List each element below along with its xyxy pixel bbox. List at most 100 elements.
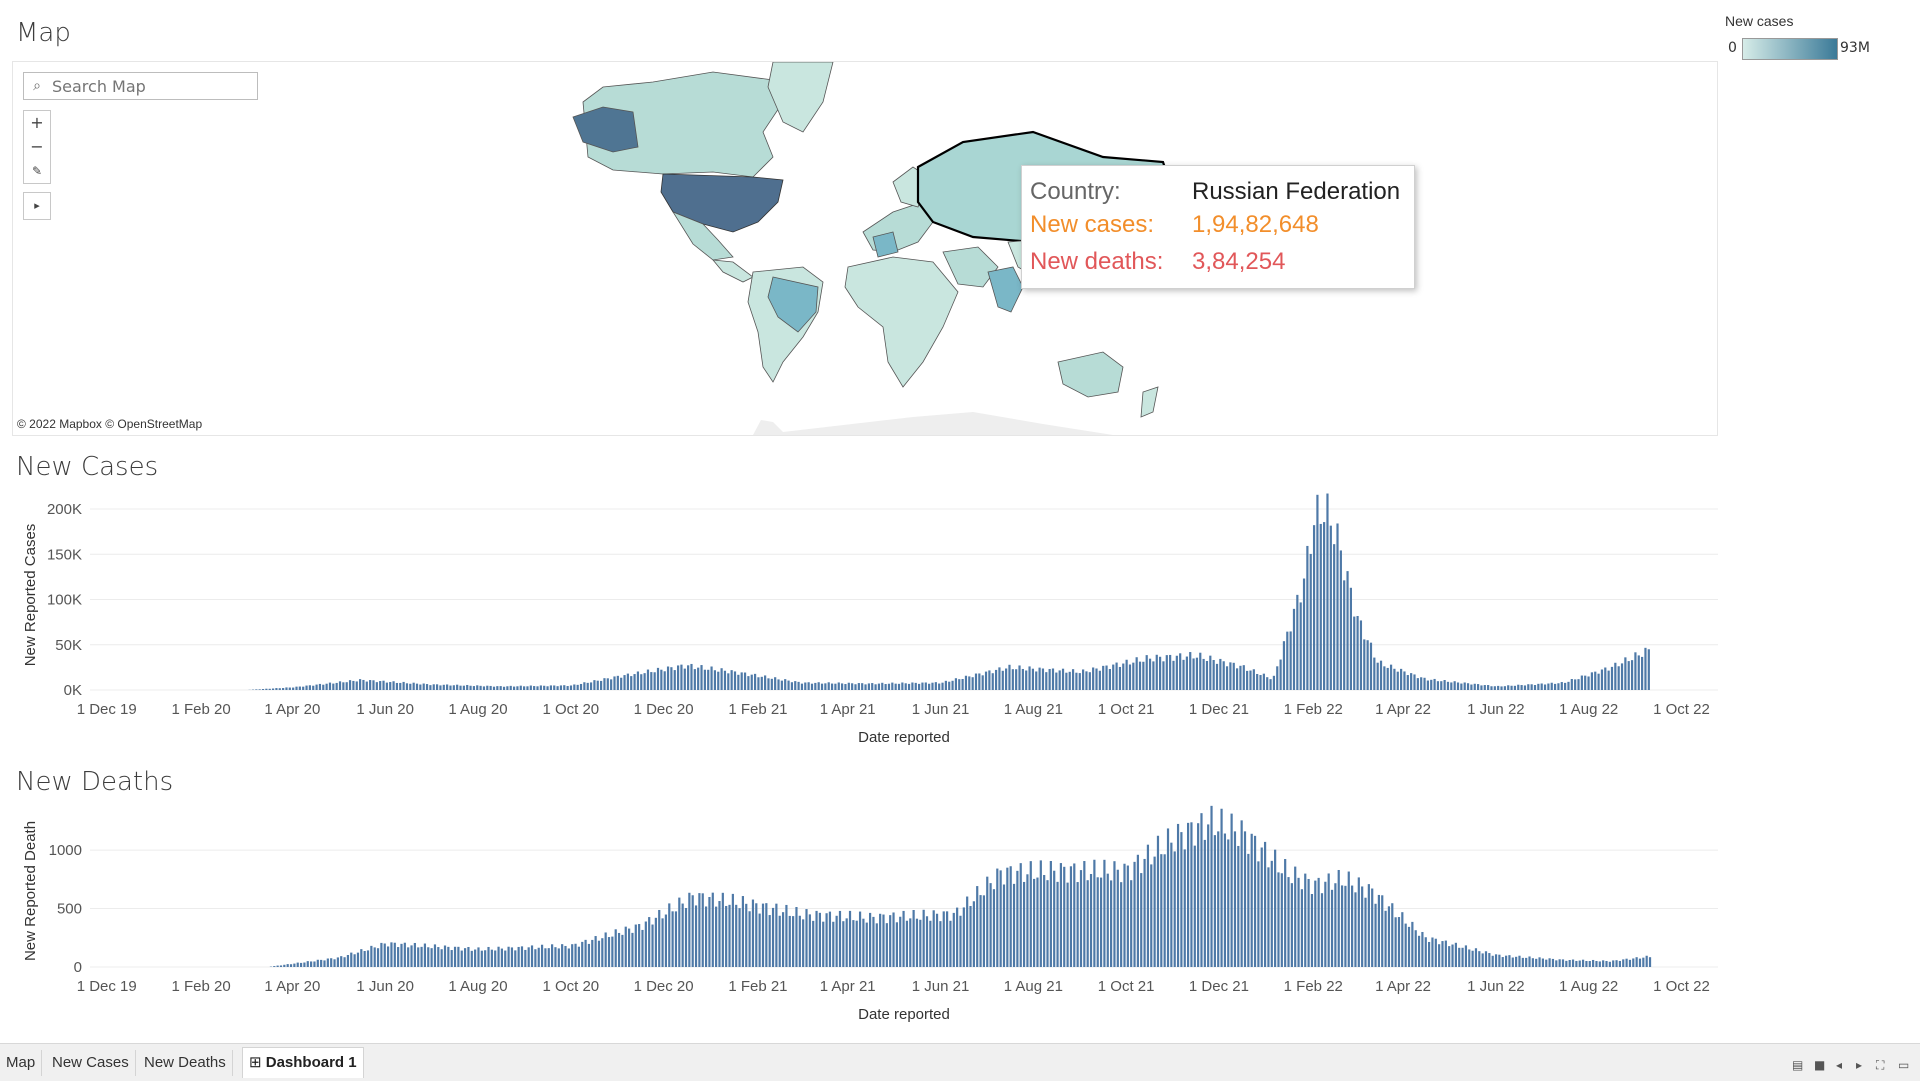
chart-bar[interactable] (1378, 895, 1380, 967)
chart-bar[interactable] (1142, 662, 1144, 690)
chart-bar[interactable] (544, 948, 546, 967)
chart-bar[interactable] (424, 944, 426, 967)
chart-bar[interactable] (712, 893, 714, 967)
chart-bar[interactable] (886, 923, 888, 967)
chart-bar[interactable] (688, 893, 690, 967)
chart-bar[interactable] (1572, 960, 1574, 967)
chart-bar[interactable] (1323, 522, 1325, 690)
chart-bar[interactable] (573, 684, 575, 690)
chart-bar[interactable] (1184, 849, 1186, 967)
chart-bar[interactable] (600, 681, 602, 690)
chart-bar[interactable] (638, 924, 640, 967)
chart-bar[interactable] (313, 961, 315, 967)
tab-new-cases[interactable]: New Cases (46, 1050, 136, 1076)
chart-bar[interactable] (615, 929, 617, 967)
chart-bar[interactable] (931, 683, 933, 690)
chart-bar[interactable] (1328, 873, 1330, 967)
chart-bar[interactable] (808, 682, 810, 690)
chart-bar[interactable] (1411, 922, 1413, 967)
chart-bar[interactable] (1314, 881, 1316, 967)
chart-bar[interactable] (1313, 525, 1315, 690)
chart-bar[interactable] (349, 680, 351, 690)
chart-bar[interactable] (988, 670, 990, 690)
chart-bar[interactable] (1000, 870, 1002, 967)
chart-bar[interactable] (1388, 906, 1390, 967)
chart-bar[interactable] (563, 685, 565, 690)
chart-bar[interactable] (668, 903, 670, 967)
chart-bar[interactable] (990, 883, 992, 967)
chart-bar[interactable] (1535, 959, 1537, 967)
chart-bar[interactable] (747, 676, 749, 690)
chart-bar[interactable] (866, 923, 868, 967)
chart-bar[interactable] (936, 914, 938, 967)
chart-bar[interactable] (795, 907, 797, 967)
chart-bar[interactable] (1400, 669, 1402, 690)
chart-bar[interactable] (1022, 669, 1024, 690)
chart-bar[interactable] (570, 685, 572, 690)
chart-bar[interactable] (775, 904, 777, 967)
chart-bar[interactable] (1465, 945, 1467, 967)
chart-bar[interactable] (434, 944, 436, 967)
chart-bar[interactable] (1066, 883, 1068, 967)
chart-bar[interactable] (486, 686, 488, 690)
chart-bar[interactable] (640, 674, 642, 690)
chart-bar[interactable] (1395, 917, 1397, 967)
chart-bar[interactable] (1213, 660, 1215, 690)
chart-bar[interactable] (1609, 962, 1611, 967)
chart-bar[interactable] (1110, 880, 1112, 967)
chart-bar[interactable] (1441, 941, 1443, 967)
chart-bar[interactable] (1458, 948, 1460, 967)
chart-bar[interactable] (718, 901, 720, 967)
chart-bar[interactable] (1430, 680, 1432, 690)
chart-bar[interactable] (1115, 663, 1117, 690)
chart-bar[interactable] (601, 938, 603, 967)
chart-bar[interactable] (611, 937, 613, 967)
chart-bar[interactable] (1475, 948, 1477, 967)
chart-bar[interactable] (921, 683, 923, 690)
chart-bar[interactable] (521, 946, 523, 967)
chart-bar[interactable] (554, 947, 556, 967)
chart-bar[interactable] (1562, 959, 1564, 967)
chart-bar[interactable] (1567, 682, 1569, 690)
zoom-in-button[interactable]: + (24, 111, 50, 135)
chart-bar[interactable] (1192, 658, 1194, 690)
chart-bar[interactable] (889, 915, 891, 967)
chart-bar[interactable] (500, 686, 502, 690)
chart-bar[interactable] (1234, 831, 1236, 967)
chart-bar[interactable] (1472, 951, 1474, 967)
chart-bar[interactable] (540, 685, 542, 690)
prev-icon[interactable]: ◂ (1836, 1058, 1842, 1072)
chart-bar[interactable] (1370, 643, 1372, 690)
chart-bar[interactable] (641, 930, 643, 967)
chart-bar[interactable] (1574, 679, 1576, 690)
chart-bar[interactable] (1308, 879, 1310, 967)
chart-bar[interactable] (822, 922, 824, 967)
chart-bar[interactable] (1500, 686, 1502, 690)
chart-bar[interactable] (761, 677, 763, 690)
chart-bar[interactable] (637, 671, 639, 690)
chart-bar[interactable] (687, 665, 689, 690)
chart-bar[interactable] (530, 686, 532, 690)
chart-bar[interactable] (1063, 867, 1065, 967)
chart-bar[interactable] (1039, 668, 1041, 690)
chart-bar[interactable] (995, 670, 997, 690)
chart-bar[interactable] (1105, 666, 1107, 690)
chart-bar[interactable] (858, 683, 860, 690)
grid-view-icon[interactable]: ▤ (1792, 1058, 1803, 1072)
chart-bar[interactable] (1102, 666, 1104, 690)
tab-new-deaths[interactable]: New Deaths (138, 1050, 233, 1076)
chart-bar[interactable] (1368, 884, 1370, 967)
chart-bar[interactable] (1127, 866, 1129, 967)
chart-bar[interactable] (453, 685, 455, 690)
chart-bar[interactable] (317, 960, 319, 967)
chart-bar[interactable] (1281, 873, 1283, 967)
chart-bar[interactable] (801, 684, 803, 690)
chart-bar[interactable] (1226, 666, 1228, 690)
chart-bar[interactable] (1510, 686, 1512, 690)
chart-bar[interactable] (1297, 878, 1299, 967)
chart-bar[interactable] (1544, 684, 1546, 690)
chart-bar[interactable] (1555, 960, 1557, 967)
chart-bar[interactable] (1571, 679, 1573, 690)
chart-bar[interactable] (1150, 864, 1152, 967)
